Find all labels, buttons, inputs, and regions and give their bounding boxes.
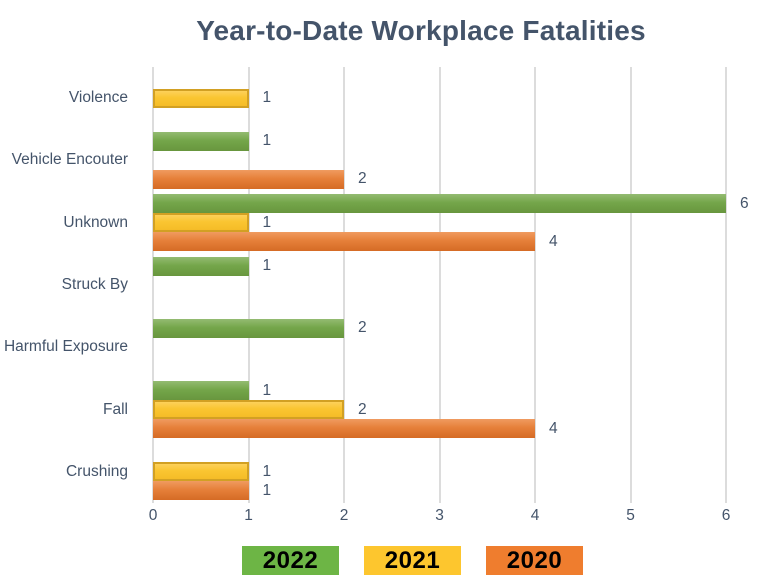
bar-value-label: 1 xyxy=(262,381,272,399)
gridline xyxy=(438,67,441,503)
gridline xyxy=(534,67,536,503)
category-label: Unknown xyxy=(63,213,128,231)
bar-2022 xyxy=(153,381,249,401)
legend: 2022 2021 2020 xyxy=(242,546,583,575)
legend-item-2021: 2021 xyxy=(364,546,461,575)
gridline xyxy=(725,67,727,503)
category-axis: Violence Vehicle Encouter Unknown Struck By… xyxy=(0,67,141,503)
x-tick-label: 4 xyxy=(530,507,540,524)
category-label: Crushing xyxy=(65,462,128,480)
category-label: Fall xyxy=(103,400,128,418)
x-tick-label: 0 xyxy=(148,507,158,524)
bar-value-label: 2 xyxy=(358,400,367,418)
legend-item-label: 2022 xyxy=(262,546,319,574)
bar-value-label: 2 xyxy=(358,319,367,337)
bar-2020 xyxy=(153,169,344,189)
bar-2020 xyxy=(153,481,249,501)
x-tick-label: 1 xyxy=(244,507,253,524)
x-axis: 0 1 2 3 4 5 6 xyxy=(149,505,731,527)
bar-2021 xyxy=(153,462,249,482)
category-label: Violence xyxy=(68,89,128,107)
bar-2022 xyxy=(153,256,249,276)
bar-value-label: 2 xyxy=(358,170,367,188)
bar-2021 xyxy=(153,213,249,233)
bar-value-label: 1 xyxy=(262,462,272,480)
bar-value-label: 1 xyxy=(262,481,272,499)
bar-value-label: 4 xyxy=(549,232,558,250)
gridline xyxy=(247,67,250,503)
bar-value-label: 6 xyxy=(740,194,749,212)
chart-title: Year-to-Date Workplace Fatalities xyxy=(196,15,646,46)
x-tick-label: 2 xyxy=(339,507,349,524)
legend-item-label: 2020 xyxy=(506,546,563,574)
category-label: Harmful Exposure xyxy=(3,338,128,356)
gridline xyxy=(152,67,154,503)
bar-value-label: 4 xyxy=(549,419,558,437)
x-tick-label: 3 xyxy=(435,507,444,524)
legend-item-2022: 2022 xyxy=(242,546,339,575)
x-tick-label: 6 xyxy=(721,507,731,524)
legend-item-label: 2021 xyxy=(384,546,441,574)
bar-value-label: 1 xyxy=(262,257,272,274)
bar-2022 xyxy=(153,194,726,214)
bar-value-label: 1 xyxy=(262,132,272,150)
bar-2020 xyxy=(153,232,535,252)
bar-2020 xyxy=(153,419,535,439)
bar-value-label: 1 xyxy=(262,89,272,107)
gridline xyxy=(629,67,632,503)
bar-2022 xyxy=(153,318,344,338)
category-label: Vehicle Encouter xyxy=(11,151,128,169)
bar-value-label: 1 xyxy=(262,213,272,231)
bar-2022 xyxy=(153,131,249,151)
category-label: Struck By xyxy=(61,275,128,293)
bar-2021 xyxy=(153,88,249,108)
bar-2021 xyxy=(153,400,344,420)
gridline xyxy=(343,67,345,503)
legend-item-2020: 2020 xyxy=(486,546,583,575)
x-tick-label: 5 xyxy=(626,507,635,524)
